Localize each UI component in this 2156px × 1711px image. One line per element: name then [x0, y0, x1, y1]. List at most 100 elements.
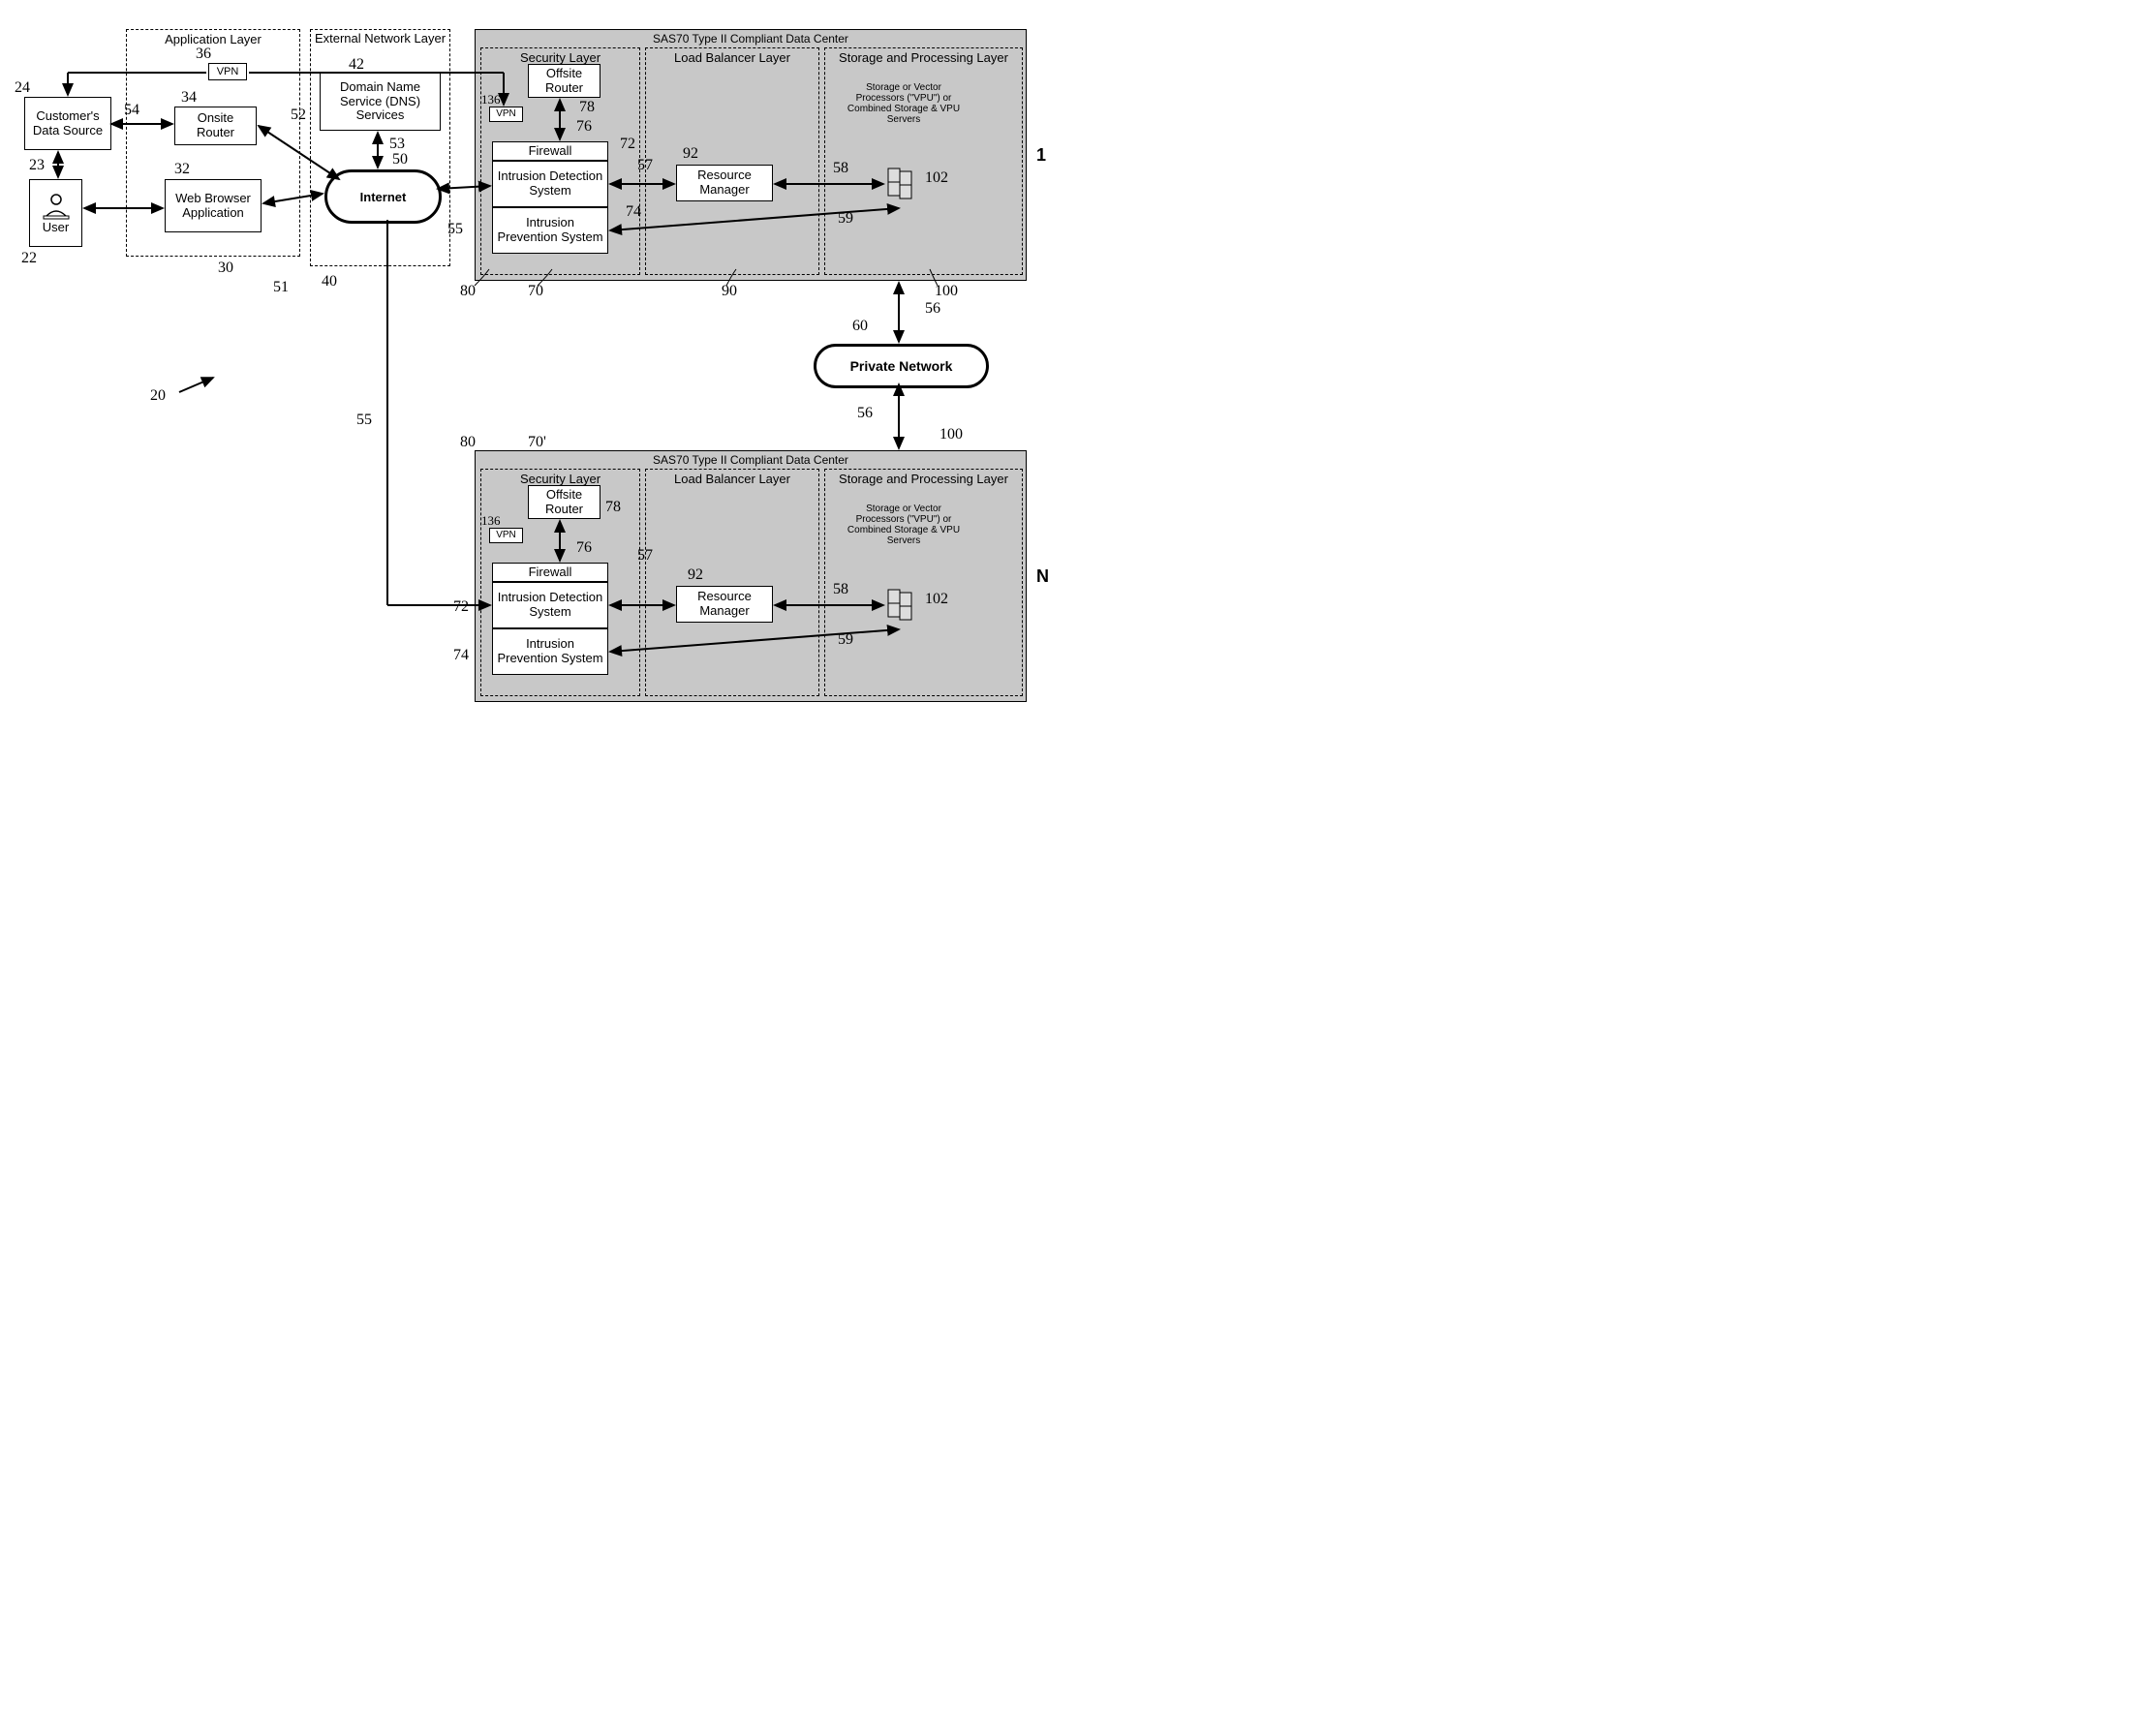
ref-60: 60 [852, 318, 868, 335]
ref-74a: 74 [626, 203, 641, 221]
dcn-offsite-router: Offsite Router [528, 485, 601, 519]
dcn-firewall-text: Firewall [529, 565, 572, 580]
dcn-ips: Intrusion Prevention System [492, 628, 608, 675]
ref-136a: 136 [481, 92, 501, 107]
ref-24: 24 [15, 79, 30, 97]
web-browser-box: Web Browser Application [165, 179, 262, 232]
ref-78b: 78 [605, 499, 621, 516]
dcn-sec-label: Security Layer [481, 472, 639, 486]
private-network-cloud: Private Network [814, 344, 989, 388]
web-browser-text: Web Browser Application [169, 192, 258, 221]
ref-36: 36 [196, 46, 211, 63]
dc1-firewall-text: Firewall [529, 144, 572, 159]
dc1-ips: Intrusion Prevention System [492, 207, 608, 254]
dcn-lb-layer: Load Balancer Layer [645, 469, 819, 696]
ref-32: 32 [174, 161, 190, 178]
dc1-storage-desc: Storage or Vector Processors ("VPU") or … [841, 82, 967, 125]
dcn-offsite-router-text: Offsite Router [532, 488, 597, 517]
external-network-layer: External Network Layer [310, 29, 450, 266]
dcn-sp-label: Storage and Processing Layer [825, 472, 1022, 486]
ext-layer-label: External Network Layer [311, 32, 449, 46]
dc1-title: SAS70 Type II Compliant Data Center [476, 32, 1026, 46]
ref-53: 53 [389, 136, 405, 153]
vpn-text: VPN [217, 66, 239, 78]
dcn-storage-desc: Storage or Vector Processors ("VPU") or … [841, 504, 967, 546]
dc1-ids-text: Intrusion Detection System [496, 169, 604, 199]
ref-55a: 55 [447, 221, 463, 238]
dcn-vpn-small: VPN [489, 528, 523, 543]
ref-70b: 70' [528, 434, 546, 451]
dc1-vpn-small: VPN [489, 107, 523, 122]
dcn-ids: Intrusion Detection System [492, 582, 608, 628]
ref-22: 22 [21, 250, 37, 267]
vpn-box: VPN [208, 63, 247, 80]
dc1-lb-layer: Load Balancer Layer [645, 47, 819, 275]
dcn-ips-text: Intrusion Prevention System [496, 637, 604, 666]
customer-data-box: Customer's Data Source [24, 97, 111, 150]
dc1-ids: Intrusion Detection System [492, 161, 608, 207]
ref-20: 20 [150, 387, 166, 405]
ref-78a: 78 [579, 99, 595, 116]
ref-40: 40 [322, 273, 337, 290]
ref-42: 42 [349, 56, 364, 74]
ref-56b: 56 [857, 405, 873, 422]
private-network-text: Private Network [850, 358, 953, 374]
ref-30: 30 [218, 260, 233, 277]
ref-59b: 59 [838, 631, 853, 649]
dcn-title: SAS70 Type II Compliant Data Center [476, 453, 1026, 467]
ref-90: 90 [722, 283, 737, 300]
ref-58a: 58 [833, 160, 848, 177]
ref-76b: 76 [576, 539, 592, 557]
dc1-lb-label: Load Balancer Layer [646, 50, 818, 65]
ref-34: 34 [181, 89, 197, 107]
dns-text: Domain Name Service (DNS) Services [323, 80, 437, 124]
ref-136b: 136 [481, 513, 501, 529]
onsite-router-box: Onsite Router [174, 107, 257, 145]
dns-box: Domain Name Service (DNS) Services [320, 73, 441, 131]
ref-102a: 102 [925, 169, 948, 187]
ref-50: 50 [392, 151, 408, 168]
ref-102b: 102 [925, 591, 948, 608]
dcn-server-icon [886, 588, 915, 625]
user-icon [42, 192, 71, 221]
ref-23: 23 [29, 157, 45, 174]
dc1-vpn-small-text: VPN [496, 108, 516, 120]
dc1-resource-mgr: Resource Manager [676, 165, 773, 201]
ref-56a: 56 [925, 300, 940, 318]
ref-72a: 72 [620, 136, 635, 153]
onsite-router-text: Onsite Router [178, 111, 253, 140]
ref-100b: 100 [939, 426, 963, 443]
dc1-server-icon [886, 167, 915, 203]
customer-data-text: Customer's Data Source [28, 109, 108, 138]
ref-72b: 72 [453, 598, 469, 616]
internet-cloud: Internet [324, 169, 442, 224]
dcn-vpn-small-text: VPN [496, 530, 516, 541]
dcn-resource-mgr: Resource Manager [676, 586, 773, 623]
dcn-firewall: Firewall [492, 563, 608, 582]
ref-76a: 76 [576, 118, 592, 136]
dc1-offsite-router-text: Offsite Router [532, 67, 597, 96]
ref-57a: 57 [637, 157, 653, 174]
dc1-ips-text: Intrusion Prevention System [496, 216, 604, 245]
ref-58b: 58 [833, 581, 848, 598]
dcn-resource-mgr-text: Resource Manager [680, 590, 769, 619]
user-text: User [43, 221, 69, 235]
app-layer-label: Application Layer [127, 32, 299, 46]
dcn-lb-label: Load Balancer Layer [646, 472, 818, 486]
ref-57b: 57 [637, 547, 653, 565]
dc1-resource-mgr-text: Resource Manager [680, 168, 769, 198]
dc1-index: 1 [1036, 145, 1046, 166]
ref-55b: 55 [356, 412, 372, 429]
ref-59a: 59 [838, 210, 853, 228]
ref-54: 54 [124, 102, 139, 119]
ref-80a: 80 [460, 283, 476, 300]
ref-80b: 80 [460, 434, 476, 451]
dc1-firewall: Firewall [492, 141, 608, 161]
ref-74b: 74 [453, 647, 469, 664]
ref-92b: 92 [688, 566, 703, 584]
dcn-index: N [1036, 566, 1049, 587]
ref-70a: 70 [528, 283, 543, 300]
dc1-sp-label: Storage and Processing Layer [825, 50, 1022, 65]
ref-51: 51 [273, 279, 289, 296]
ref-92a: 92 [683, 145, 698, 163]
